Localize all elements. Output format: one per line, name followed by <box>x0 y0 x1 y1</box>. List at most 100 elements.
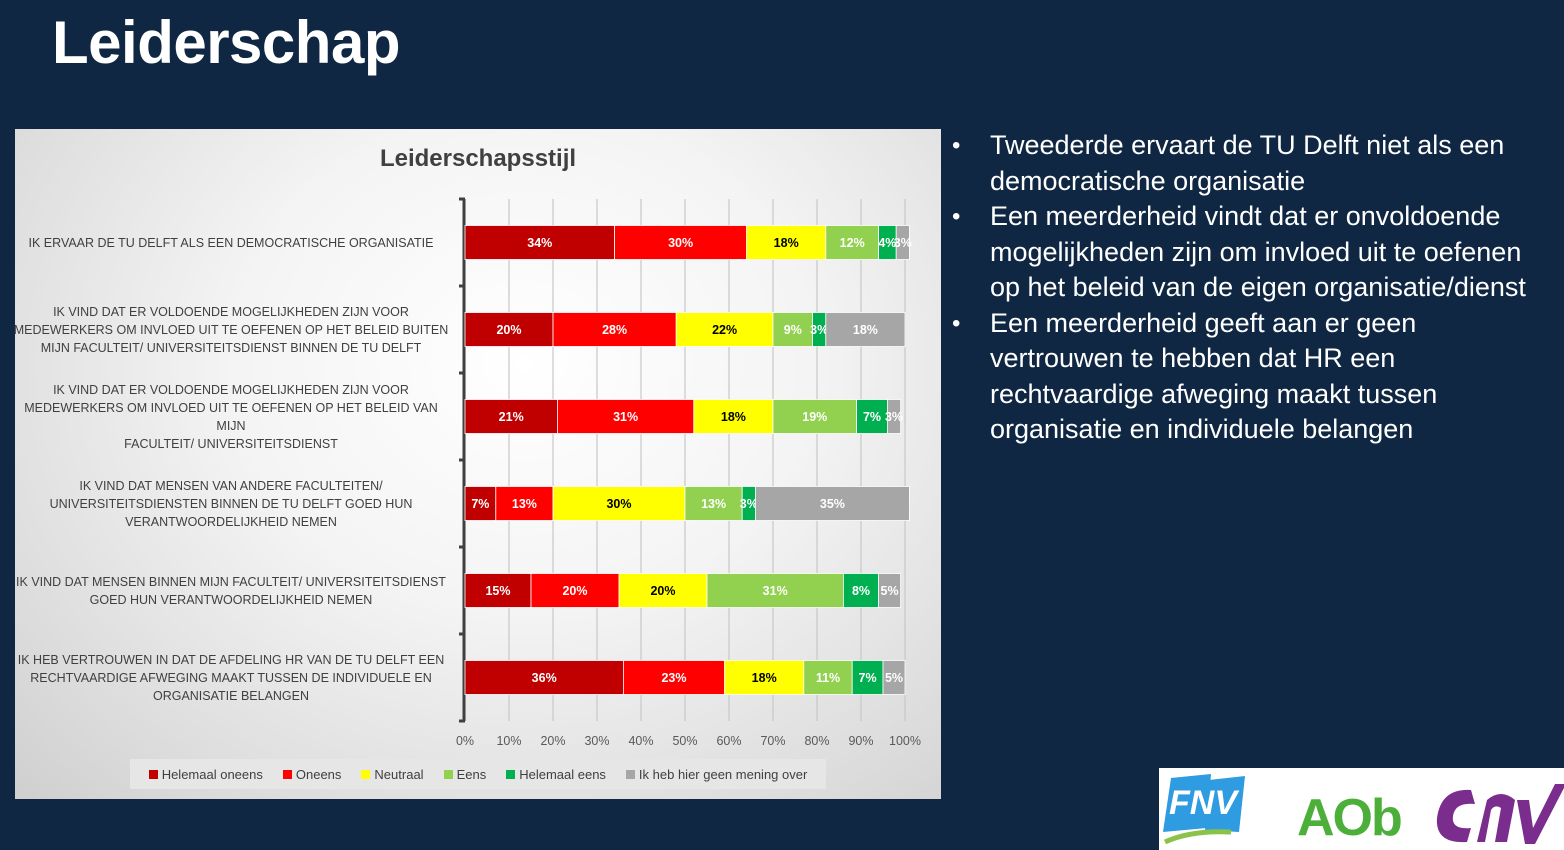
bar-segment <box>856 399 888 434</box>
category-label-line: FACULTEIT/ UNIVERSITEITSDIENST <box>124 436 338 451</box>
data-label: 5% <box>885 671 903 685</box>
legend-label: Oneens <box>295 766 342 782</box>
chart-plot-area: 0% 10% 20% 30% 40% 50% 60% 70% 80% 90% 100% 34% 30% 1… <box>456 197 921 748</box>
bullet-text: Tweederde ervaart de TU Delft niet als e… <box>990 130 1505 196</box>
category-label-line: MEDEWERKERS OM INVLOED UIT TE OEFENEN OP… <box>24 400 438 433</box>
category-label-line: MEDEWERKERS OM INVLOED UIT TE OEFENEN OP… <box>13 322 449 337</box>
fnv-logo-text: FNV <box>1169 784 1240 822</box>
category-label-line: RECHTVAARDIGE AFWEGING MAAKT TUSSEN DE I… <box>30 670 432 685</box>
data-label: 9% <box>784 323 802 337</box>
data-label: 15% <box>485 584 510 598</box>
bar-segment <box>464 225 616 260</box>
bar-segment <box>675 312 774 347</box>
data-label: 3% <box>810 323 828 337</box>
legend-item: Helemaal oneens <box>148 766 263 782</box>
legend-label: Neutraal <box>374 766 424 782</box>
bar-segment <box>895 225 910 260</box>
bar-segment <box>464 312 554 347</box>
data-label: 18% <box>721 410 746 424</box>
x-tick-label: 90% <box>848 734 873 748</box>
legend-item: Helemaal eens <box>506 767 606 782</box>
data-label: 28% <box>602 323 627 337</box>
bar-segment <box>552 312 677 347</box>
bar-segment <box>772 399 857 434</box>
data-label: 7% <box>863 410 881 424</box>
bar-segment <box>803 660 853 695</box>
logo-strip: FNV AOb <box>1159 768 1564 850</box>
data-label: 18% <box>774 236 799 250</box>
legend-swatch-icon <box>506 769 516 779</box>
legend-item: Oneens <box>282 766 342 782</box>
category-label-line: IK VIND DAT ER VOLDOENDE MOGELIJKHEDEN Z… <box>53 304 409 319</box>
data-label: 30% <box>668 236 693 250</box>
data-label: 34% <box>527 236 552 250</box>
category-label: IK ERVAAR DE TU DELFT ALS EEN DEMOCRATIS… <box>11 234 451 252</box>
bar-segment <box>464 573 532 608</box>
bar-segment <box>755 486 910 521</box>
category-label-line: GOED HUN VERANTWOORDELIJKHEID NEMEN <box>89 592 373 607</box>
bullet-item: • Tweederde ervaart de TU Delft niet als … <box>952 128 1552 199</box>
data-label: 23% <box>661 671 686 685</box>
bullet-item: • Een meerderheid geeft aan er geen vertr… <box>952 306 1552 448</box>
legend-item: Ik heb hier geen mening over <box>625 766 808 782</box>
legend-item: Neutraal <box>361 766 424 782</box>
data-label: 20% <box>562 584 587 598</box>
data-label: 3% <box>740 497 758 511</box>
aob-logo: AOb <box>1297 789 1403 847</box>
data-label: 20% <box>496 323 521 337</box>
category-label-line: VERANTWOORDELIJKHEID NEMEN <box>125 514 337 529</box>
chart-legend: Helemaal oneens Oneens Neutraal Eens Helemaa… <box>130 759 826 789</box>
bar-segment <box>851 660 884 695</box>
bullet-text: Een meerderheid vindt dat er onvoldoende… <box>990 201 1526 302</box>
category-label-line: UNIVERSITEITSDIENSTEN BINNEN DE TU DELFT… <box>49 496 413 511</box>
legend-swatch-icon <box>443 769 453 779</box>
legend-label: Helemaal oneens <box>161 766 263 782</box>
bar-segment <box>557 399 695 434</box>
bar-segment <box>618 573 708 608</box>
data-label: 30% <box>606 497 631 511</box>
x-tick-label: 60% <box>716 734 741 748</box>
cnv-logo <box>1436 784 1564 844</box>
category-label: IK VIND DAT ER VOLDOENDE MOGELIJKHEDEN Z… <box>11 303 451 357</box>
fnv-logo: FNV <box>1163 774 1245 844</box>
category-label: IK HEB VERTROUWEN IN DAT DE AFDELING HR … <box>11 651 451 705</box>
bullet-list: • Tweederde ervaart de TU Delft niet als … <box>952 128 1552 448</box>
bar-segment <box>724 660 805 695</box>
x-tick-label: 80% <box>804 734 829 748</box>
legend-swatch-icon <box>361 769 371 779</box>
slide-title: Leiderschap <box>52 9 400 76</box>
category-label-line: IK ERVAAR DE TU DELFT ALS EEN DEMOCRATIS… <box>28 235 434 250</box>
x-tick-label: 50% <box>672 734 697 748</box>
bar-segment <box>887 399 902 434</box>
bar-segment <box>772 312 813 347</box>
legend-label: Ik heb hier geen mening over <box>638 766 808 782</box>
bar-segment <box>464 660 624 695</box>
data-label: 4% <box>878 236 896 250</box>
data-label: 3% <box>894 236 912 250</box>
bar-segment <box>746 225 827 260</box>
category-label-line: IK VIND DAT MENSEN BINNEN MIJN FACULTEIT… <box>16 574 446 589</box>
data-label: 7% <box>859 671 877 685</box>
x-tick-label: 10% <box>496 734 521 748</box>
data-label: 31% <box>613 410 638 424</box>
bullet-icon: • <box>952 309 961 337</box>
category-label-line: IK HEB VERTROUWEN IN DAT DE AFDELING HR … <box>17 652 445 667</box>
data-label: 35% <box>820 497 845 511</box>
category-label: IK VIND DAT MENSEN BINNEN MIJN FACULTEIT… <box>11 573 451 609</box>
bar-segment <box>825 312 906 347</box>
data-label: 7% <box>471 497 489 511</box>
legend-swatch-icon <box>148 769 158 779</box>
category-label: IK VIND DAT MENSEN VAN ANDERE FACULTEITE… <box>11 477 451 531</box>
data-label: 19% <box>802 410 827 424</box>
legend-swatch-icon <box>625 769 635 779</box>
category-label: IK VIND DAT ER VOLDOENDE MOGELIJKHEDEN Z… <box>11 381 451 453</box>
data-label: 18% <box>853 323 878 337</box>
data-label: 36% <box>532 671 557 685</box>
x-tick-label: 40% <box>628 734 653 748</box>
bar-segment <box>706 573 844 608</box>
chart-panel: Leiderschapsstijl 0% 10% 20% 30% 40% 50% 60% 70… <box>14 129 941 799</box>
bar-segment <box>878 573 901 608</box>
legend-label: Eens <box>456 766 487 782</box>
bullet-icon: • <box>952 132 961 159</box>
bar-segment <box>530 573 620 608</box>
